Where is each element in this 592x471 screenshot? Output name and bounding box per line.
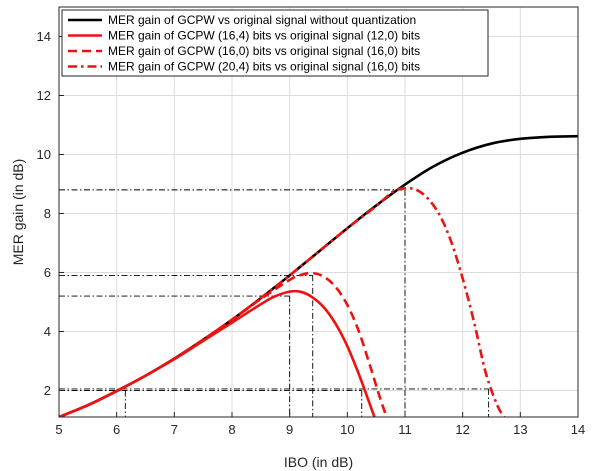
- y-tick-label-5: 12: [37, 88, 51, 103]
- plot-frame: [58, 6, 579, 418]
- legend-box: [61, 9, 489, 77]
- legend-label-3: MER gain of GCPW (20,4) bits vs original…: [108, 60, 420, 74]
- guide-lines: [59, 189, 490, 417]
- x-tick-label-5: 10: [340, 422, 354, 437]
- y-tick-label-3: 8: [44, 206, 51, 221]
- y-tick-label-2: 6: [44, 265, 51, 280]
- y-axis-label: MER gain (in dB): [10, 159, 26, 266]
- x-tick-label-3: 8: [228, 422, 235, 437]
- x-tick-label-2: 7: [171, 422, 178, 437]
- legend: MER gain of GCPW vs original signal with…: [61, 9, 489, 77]
- y-tick-label-6: 14: [37, 29, 51, 44]
- legend-label-1: MER gain of GCPW (16,4) bits vs original…: [108, 29, 420, 43]
- y-tick-label-0: 2: [44, 383, 51, 398]
- x-tick-label-6: 11: [398, 422, 412, 437]
- y-tick-label-1: 4: [44, 324, 51, 339]
- x-tick-label-1: 6: [113, 422, 120, 437]
- x-tick-label-0: 5: [55, 422, 62, 437]
- series-group: [59, 134, 578, 417]
- x-tick-label-8: 13: [513, 422, 527, 437]
- x-axis-label: IBO (in dB): [284, 454, 353, 470]
- legend-label-2: MER gain of GCPW (16,0) bits vs original…: [108, 44, 420, 58]
- x-axis-ticks: 5 6 7 8 9 10 11 12 13 14: [55, 412, 585, 437]
- x-tick-label-9: 14: [571, 422, 585, 437]
- y-tick-label-4: 10: [37, 147, 51, 162]
- series-line-3: [59, 186, 506, 417]
- legend-label-0: MER gain of GCPW vs original signal with…: [108, 13, 416, 27]
- x-tick-label-4: 9: [286, 422, 293, 437]
- x-tick-label-7: 12: [455, 422, 469, 437]
- y-axis-ticks: 2 4 6 8 10 12 14: [37, 29, 64, 398]
